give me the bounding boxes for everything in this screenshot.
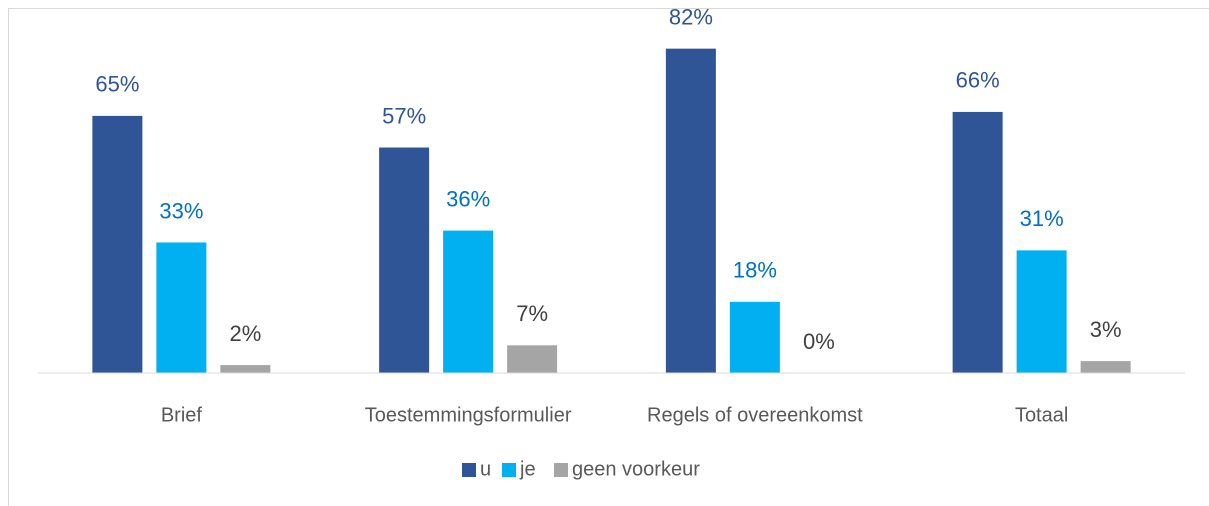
x-tick-label: Regels of overeenkomst	[647, 404, 863, 426]
bar	[507, 345, 558, 373]
bar	[92, 115, 143, 373]
legend-label: geen voorkeur	[572, 458, 700, 480]
value-label: 3%	[1090, 317, 1122, 342]
bar	[1080, 361, 1131, 373]
legend-swatch	[502, 463, 516, 477]
value-label: 31%	[1020, 206, 1064, 231]
value-label: 18%	[733, 258, 777, 283]
legend-swatch	[462, 463, 476, 477]
bar	[729, 301, 780, 373]
bar	[665, 48, 716, 374]
value-label: 0%	[803, 329, 835, 354]
x-tick-label: Brief	[161, 404, 203, 426]
value-label: 33%	[159, 198, 203, 223]
value-label: 57%	[382, 103, 426, 128]
legend-label: u	[480, 458, 491, 480]
bar	[379, 147, 430, 373]
legend-label: je	[519, 458, 536, 480]
bar	[952, 111, 1003, 373]
chart-frame	[8, 8, 1209, 506]
value-label: 7%	[516, 301, 548, 326]
value-label: 65%	[95, 72, 139, 97]
value-label: 36%	[446, 186, 490, 211]
value-label: 2%	[229, 321, 261, 346]
value-label: 82%	[669, 4, 713, 29]
bar	[220, 365, 271, 373]
legend-swatch	[554, 463, 568, 477]
bar	[156, 242, 207, 373]
x-tick-label: Totaal	[1015, 404, 1068, 426]
value-label: 66%	[956, 68, 1000, 93]
bar	[1016, 250, 1067, 373]
x-tick-label: Toestemmingsformulier	[365, 404, 572, 426]
bar	[443, 230, 494, 373]
